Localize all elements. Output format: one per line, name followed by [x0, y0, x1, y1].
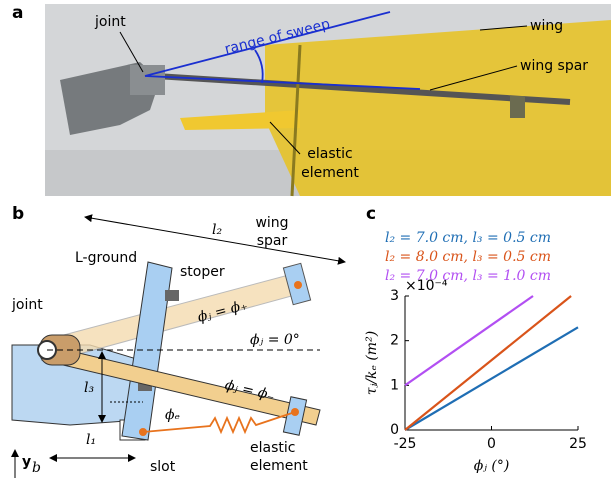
label: joint — [11, 297, 43, 313]
x-axis-label: ϕⱼ (°) — [474, 458, 510, 474]
panel-label: a — [12, 3, 23, 23]
label: wing — [255, 215, 288, 231]
x-tick-label: 25 — [569, 436, 587, 452]
y-axis-label: τⱼ/kₑ (m²) — [364, 331, 380, 395]
panel-label: b — [12, 204, 24, 224]
legend-entry: l₂ = 8.0 cm, l₃ = 0.5 cm — [385, 249, 551, 265]
label: spar — [257, 233, 288, 249]
line — [405, 296, 571, 430]
line — [405, 327, 578, 430]
label: elastic — [307, 146, 352, 162]
legend-entry: l₂ = 7.0 cm, l₃ = 0.5 cm — [385, 230, 551, 246]
label: elastic — [250, 440, 295, 456]
label: y — [22, 454, 31, 470]
label: ϕⱼ = 0° — [250, 332, 300, 348]
label: wing spar — [520, 58, 588, 74]
x-tick-label: -25 — [394, 436, 417, 452]
label: joint — [94, 14, 126, 30]
label: stoper — [180, 264, 225, 280]
label: l₁ — [86, 432, 96, 448]
label: ϕₑ — [165, 407, 180, 423]
panel-label: c — [366, 204, 376, 224]
figure: a joint range of sweep wing wing spar el… — [0, 0, 611, 485]
page: a joint range of sweep wing wing spar el… — [0, 0, 611, 485]
label: wing — [530, 18, 563, 34]
label: l₃ — [84, 380, 94, 396]
x-tick-label: 0 — [487, 436, 496, 452]
label: element — [250, 458, 308, 474]
label: L-ground — [75, 250, 137, 266]
y-tick-label: 3 — [390, 288, 399, 304]
y-tick-label: 2 — [390, 333, 399, 349]
label: element — [301, 165, 359, 181]
legend-entry: l₂ = 7.0 cm, l₃ = 1.0 cm — [385, 268, 551, 284]
label: b — [32, 460, 41, 476]
line — [405, 296, 533, 385]
label: l₂ — [212, 222, 222, 238]
label: slot — [150, 459, 176, 475]
y-tick-label: 1 — [390, 377, 399, 393]
